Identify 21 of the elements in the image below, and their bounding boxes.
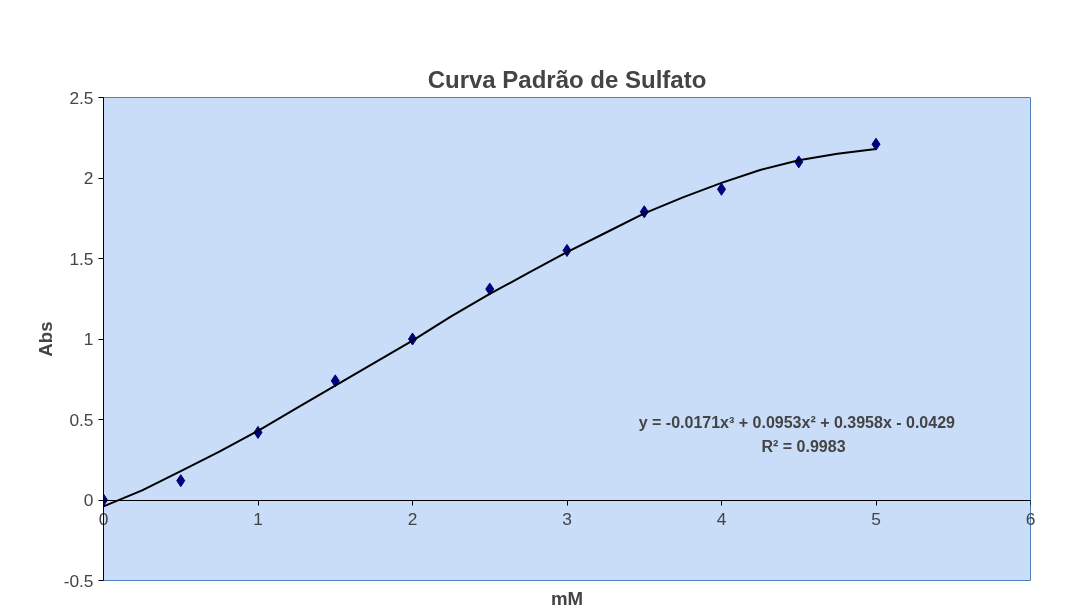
y-tick-label: -0.5: [63, 570, 94, 591]
chart-title: Curva Padrão de Sulfato: [427, 65, 707, 93]
annotation: R² = 0.9983: [761, 437, 846, 455]
x-tick-label: 5: [871, 508, 881, 529]
y-tick-label: 2: [83, 168, 94, 188]
point: [871, 137, 881, 151]
x-tick-label: 4: [716, 508, 727, 529]
y-tick-label: 1: [83, 329, 94, 349]
y-tick-label: 0: [83, 490, 94, 510]
x-axis-title: mM: [550, 587, 584, 609]
y-tick-label: 0.5: [69, 409, 94, 430]
y-tick-label: 2.5: [69, 87, 94, 108]
point: [176, 474, 186, 488]
point: [330, 374, 340, 388]
y-axis-title: Abs: [34, 321, 56, 357]
x-tick-label: 3: [562, 508, 572, 529]
point: [485, 282, 495, 296]
x-tick-label: 2: [407, 508, 418, 529]
x-tick-label: 1: [253, 508, 263, 529]
y-tick-label: 1.5: [69, 248, 94, 269]
annotation: y = -0.0171x³ + 0.0953x² + 0.3958x - 0.0429: [638, 413, 956, 431]
